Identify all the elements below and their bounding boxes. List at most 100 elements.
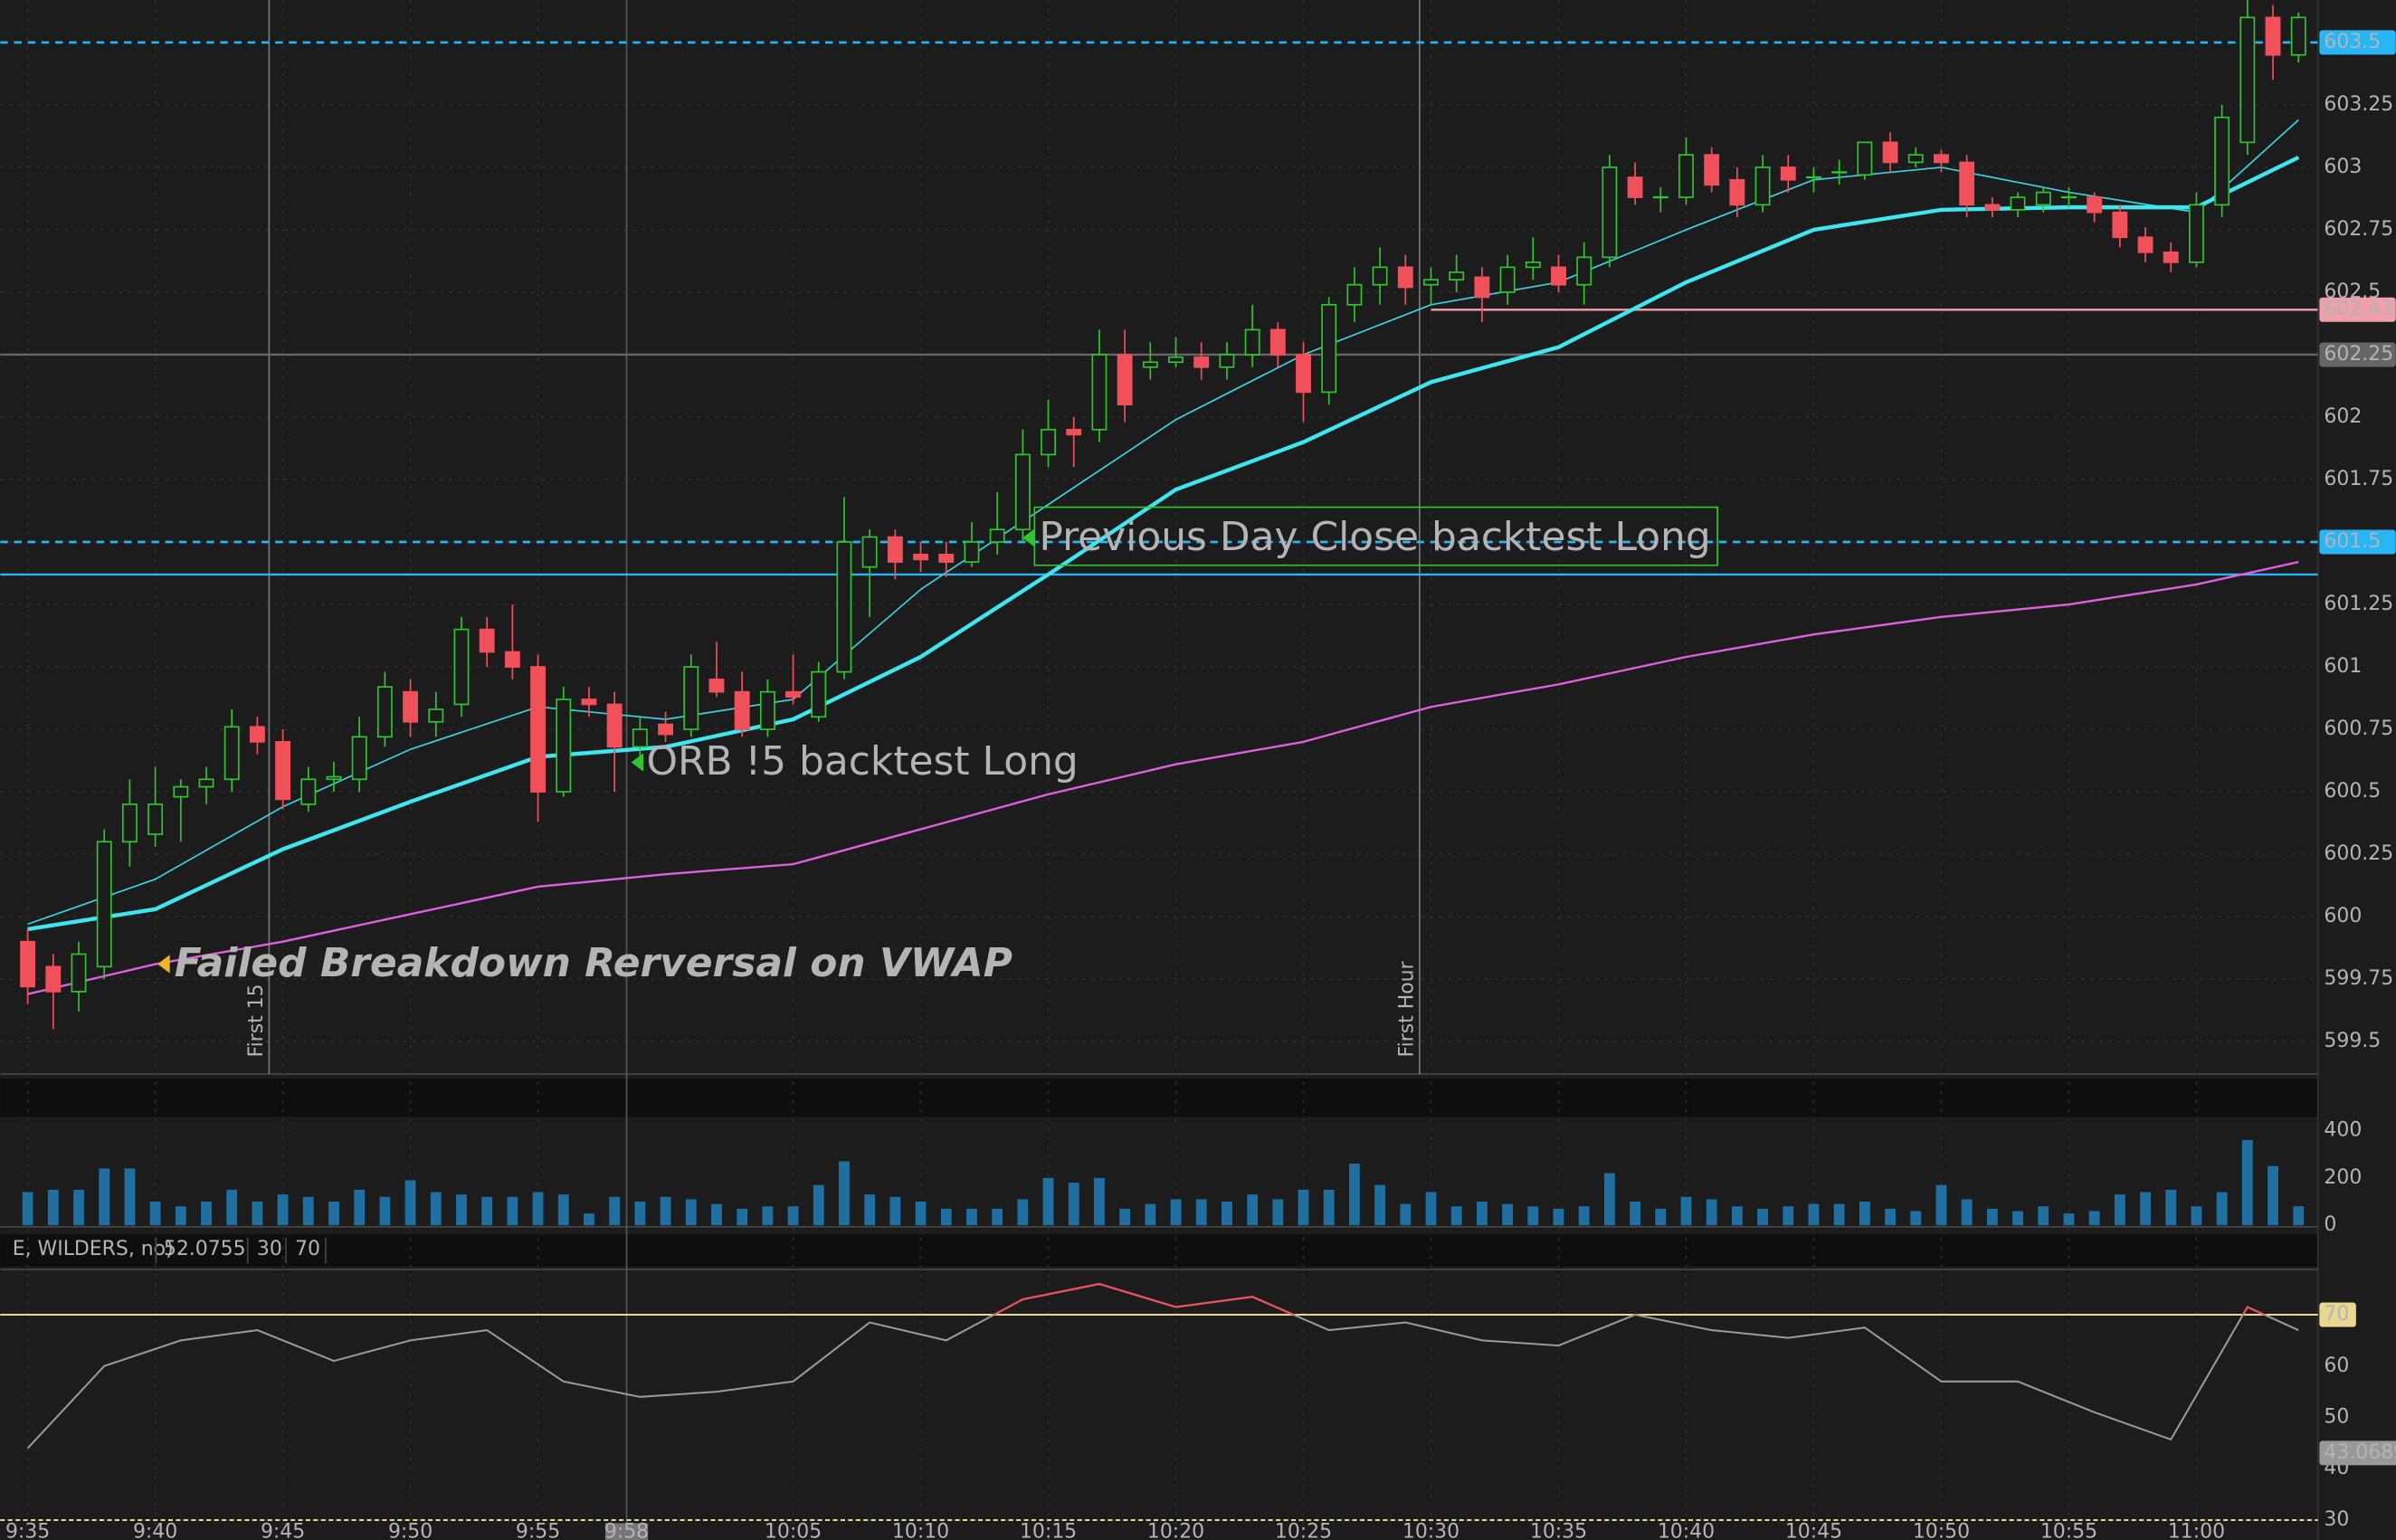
candle-body <box>2214 116 2230 206</box>
candle-body <box>989 528 1005 543</box>
volume-bar <box>1042 1177 1054 1226</box>
candle-body <box>1754 166 1771 206</box>
volume-bar <box>889 1196 901 1226</box>
volume-bar <box>379 1196 391 1226</box>
volume-bar <box>2038 1206 2049 1226</box>
volume-bar <box>787 1206 799 1226</box>
candle-body <box>1576 256 1593 286</box>
volume-bar <box>1017 1199 1029 1226</box>
volume-bar <box>1068 1183 1079 1226</box>
annotation: ORB !5 backtest Long <box>646 738 1078 784</box>
candle-body <box>1423 279 1439 286</box>
volume-bar <box>73 1189 84 1226</box>
rsi-tick-label: 50 <box>2324 1406 2349 1429</box>
volume-bar <box>404 1180 416 1226</box>
volume-bar <box>2114 1194 2125 1226</box>
candle-body <box>20 940 36 988</box>
candle-body <box>1142 361 1158 368</box>
volume-plot <box>22 1139 2305 1226</box>
x-tick-label: 10:10 <box>892 1521 949 1540</box>
x-tick-label: 10:50 <box>1913 1521 1970 1540</box>
volume-bar <box>1910 1211 1922 1226</box>
y-tick-label: 600.5 <box>2324 780 2381 803</box>
volume-bar <box>1783 1206 1794 1226</box>
volume-bar <box>1400 1203 1412 1226</box>
price-label: 602.25 <box>2324 343 2393 366</box>
candle-body <box>1678 154 1694 198</box>
candle-body <box>581 699 597 706</box>
candle-body <box>811 670 827 718</box>
volume-bar <box>532 1192 544 1226</box>
y-tick-label: 603.25 <box>2324 93 2393 116</box>
axes: 599.5599.75600600.25600.5600.75601601.25… <box>5 30 2396 1540</box>
candle-body <box>836 541 852 673</box>
candle-body <box>1602 166 1618 259</box>
candle-body <box>658 723 674 736</box>
candle-body <box>1907 154 1924 164</box>
volume-bar <box>1935 1184 1947 1226</box>
candle-body <box>1525 261 1541 269</box>
y-tick-label: 599.5 <box>2324 1030 2381 1052</box>
volume-bar <box>584 1213 594 1226</box>
price-label-box <box>2319 30 2396 55</box>
candle-body <box>861 536 878 568</box>
volume-bar <box>2293 1206 2305 1226</box>
candle-body <box>1066 428 1082 436</box>
candle-body <box>1219 354 1235 368</box>
x-tick-label: 10:30 <box>1402 1521 1459 1540</box>
candle-body <box>1780 166 1796 181</box>
volume-bar <box>175 1206 186 1226</box>
volume-bar <box>1348 1164 1360 1226</box>
rsi-high: 70 <box>295 1238 320 1260</box>
candle-body <box>1397 266 1413 289</box>
volume-bar <box>354 1189 366 1226</box>
candle-body <box>71 953 87 993</box>
candle-body <box>2112 211 2128 239</box>
volume-bar <box>226 1189 238 1226</box>
candle-body <box>1321 303 1337 394</box>
rsi-plot <box>0 1282 2318 1521</box>
volume-bar <box>2012 1211 2023 1226</box>
annotation-arrow <box>631 753 644 772</box>
volume-tick-label: 0 <box>2324 1213 2336 1236</box>
volume-bar <box>1272 1199 1284 1226</box>
volume-bar <box>1195 1199 1207 1226</box>
candle-body <box>45 965 62 993</box>
volume-bar <box>1425 1192 1437 1226</box>
candle-body <box>351 736 367 781</box>
volume-bar <box>1170 1199 1182 1226</box>
candle-body <box>198 778 214 788</box>
candle-body <box>530 666 547 793</box>
volume-bar <box>2063 1213 2075 1226</box>
volume-bar <box>1986 1208 1998 1226</box>
candle-body <box>1984 204 2001 211</box>
volume-bar <box>1757 1208 1768 1226</box>
candle-body <box>121 803 138 843</box>
volume-bar <box>1655 1208 1667 1226</box>
candle-body <box>300 778 317 805</box>
x-tick-label: 10:25 <box>1275 1521 1332 1540</box>
indicator-line <box>27 560 2299 995</box>
candle-body <box>632 728 648 748</box>
x-tick-label: 9:55 <box>516 1521 560 1540</box>
candle-body <box>2163 251 2179 263</box>
volume-bar <box>1603 1173 1615 1226</box>
candle-body <box>249 726 265 743</box>
volume-tick-label: 200 <box>2324 1166 2362 1189</box>
volume-bar <box>1323 1189 1335 1226</box>
candle-body <box>734 690 750 730</box>
candle-body <box>1857 141 1873 176</box>
volume-bar <box>2268 1165 2278 1226</box>
rsi-tick-label: 60 <box>2324 1355 2349 1377</box>
candle-body <box>887 536 903 563</box>
marker-label: First 15 <box>245 984 268 1057</box>
volume-bar <box>328 1201 339 1226</box>
volume-bar <box>1145 1203 1156 1226</box>
candle-body <box>708 679 725 693</box>
candle-body <box>2239 16 2256 144</box>
volume-bar <box>507 1196 518 1226</box>
volume-bar <box>1450 1206 1462 1226</box>
volume-bar <box>2165 1189 2177 1226</box>
volume-bar <box>609 1196 621 1226</box>
